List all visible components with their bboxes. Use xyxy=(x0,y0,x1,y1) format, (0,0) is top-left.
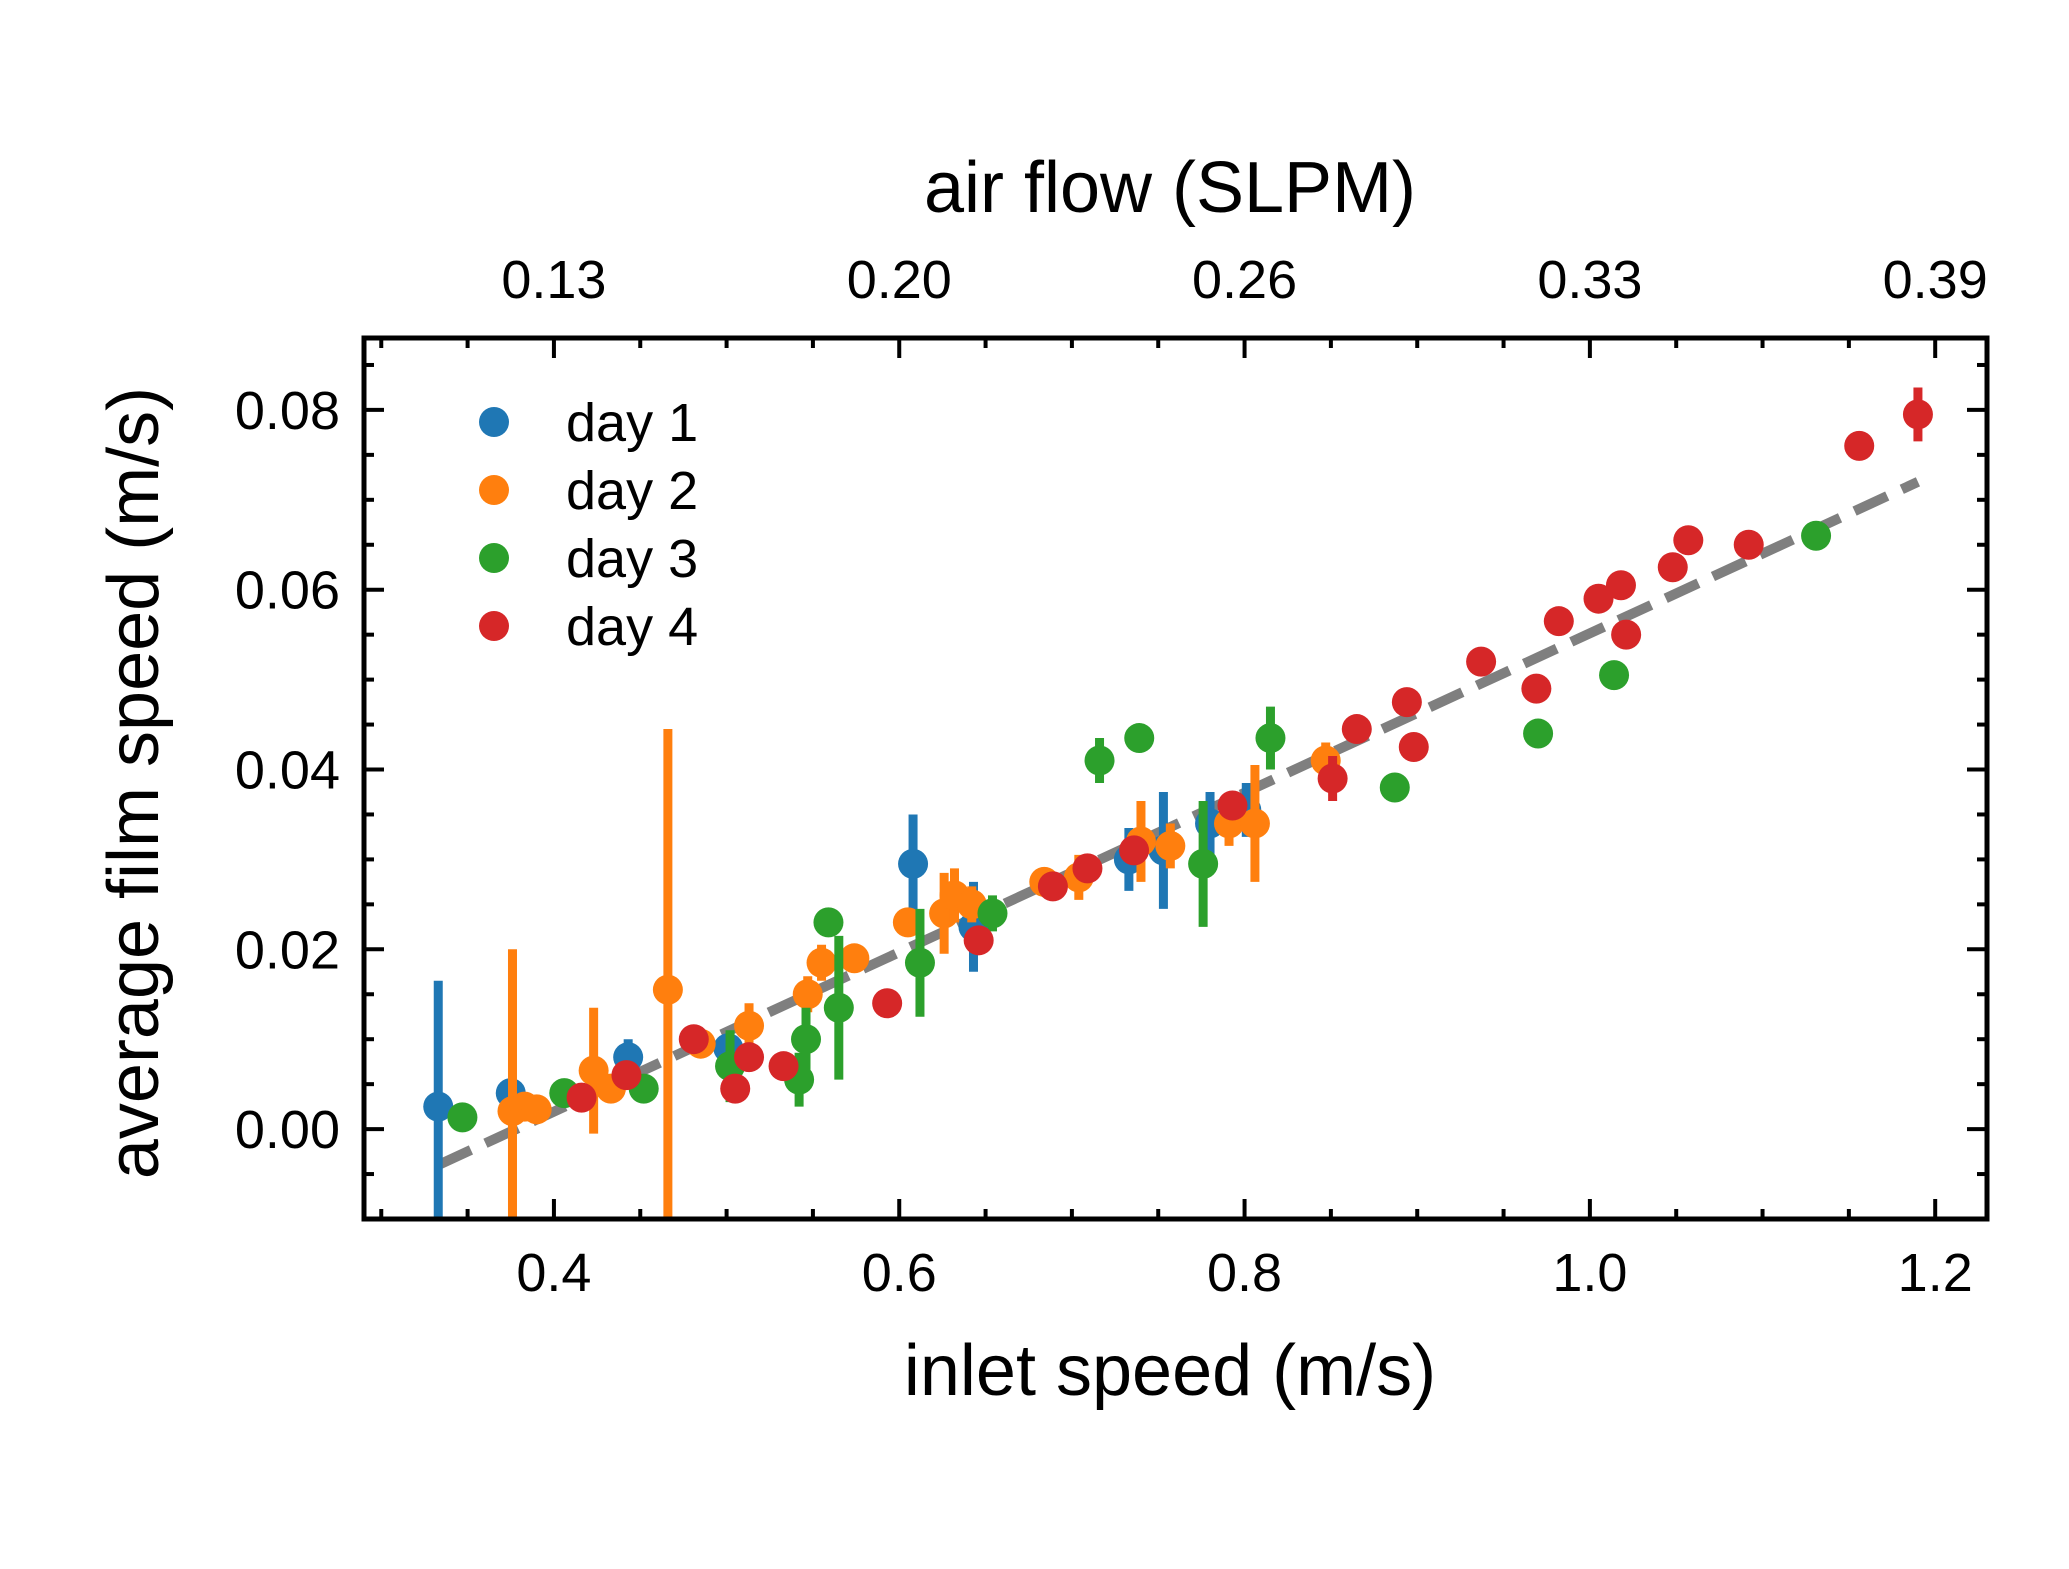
data-point xyxy=(734,1042,765,1073)
ticks-layer xyxy=(364,338,1987,1221)
legend-label: day 3 xyxy=(566,529,698,589)
data-point xyxy=(1733,529,1764,560)
data-point xyxy=(1084,745,1115,776)
data-point xyxy=(720,1073,751,1104)
x-tick-label: 1.2 xyxy=(1898,1243,1973,1303)
x2-tick-label: 0.26 xyxy=(1192,250,1297,310)
y-tick-label: 0.04 xyxy=(235,741,340,801)
data-point xyxy=(806,947,837,978)
data-point xyxy=(611,1060,642,1091)
data-point xyxy=(1341,714,1372,745)
legend-marker xyxy=(479,475,509,505)
data-point xyxy=(977,898,1008,929)
data-point xyxy=(1037,871,1068,902)
data-point xyxy=(892,907,923,938)
data-point xyxy=(1391,687,1422,718)
data-point xyxy=(521,1094,552,1125)
data-point xyxy=(566,1082,597,1113)
y-tick-label: 0.08 xyxy=(235,381,340,441)
y-tick-label: 0.02 xyxy=(235,920,340,980)
data-point xyxy=(652,974,683,1005)
legend: day 1 day 2 day 3 day 4 xyxy=(479,393,698,657)
legend-marker xyxy=(479,611,509,641)
y-tick-label: 0.00 xyxy=(235,1100,340,1160)
data-point xyxy=(1217,790,1248,821)
data-point xyxy=(1521,673,1552,704)
x2-tick-label: 0.33 xyxy=(1537,250,1642,310)
x2-tick-label: 0.39 xyxy=(1883,250,1988,310)
plot-area xyxy=(361,335,1990,1222)
x2-tick-label: 0.13 xyxy=(501,250,606,310)
data-point xyxy=(1844,430,1875,461)
data-point xyxy=(678,1024,709,1055)
series-4 xyxy=(566,387,1933,1113)
data-point xyxy=(791,1024,822,1055)
data-point xyxy=(1124,723,1155,754)
data-point xyxy=(898,848,929,879)
data-point xyxy=(1523,718,1554,749)
data-point xyxy=(734,1010,765,1041)
legend-marker xyxy=(479,543,509,573)
legend-label: day 2 xyxy=(566,461,698,521)
data-point xyxy=(1379,772,1410,803)
x-tick-label: 0.4 xyxy=(516,1243,591,1303)
data-point xyxy=(1605,570,1636,601)
data-point xyxy=(1155,830,1186,861)
data-point xyxy=(1801,520,1832,551)
legend-label: day 4 xyxy=(566,597,698,657)
data-point xyxy=(1543,606,1574,637)
data-point xyxy=(1657,552,1688,583)
y-tick-label: 0.06 xyxy=(235,561,340,621)
legend-marker xyxy=(479,407,509,437)
data-layer xyxy=(423,387,1933,1219)
tick-labels-layer: 0.4 0.6 0.8 1.0 1.2 0.13 0.20 0.26 0.33 0.39 0.00 0… xyxy=(235,250,1988,1303)
data-point xyxy=(1583,583,1614,614)
data-point xyxy=(1188,848,1219,879)
data-point xyxy=(1466,646,1497,677)
data-point xyxy=(1902,399,1933,430)
legend-label: day 1 xyxy=(566,393,698,453)
data-point xyxy=(768,1051,799,1082)
data-point xyxy=(823,992,854,1023)
x-axis-label: inlet speed (m/s) xyxy=(904,1331,1436,1411)
data-point xyxy=(1119,835,1150,866)
data-point xyxy=(423,1091,454,1122)
x-tick-label: 0.6 xyxy=(862,1243,937,1303)
data-point xyxy=(447,1102,478,1133)
axes-frame xyxy=(361,335,1990,1222)
x-tick-label: 1.0 xyxy=(1552,1243,1627,1303)
data-point xyxy=(872,988,903,1019)
data-point xyxy=(1255,723,1286,754)
data-point xyxy=(839,943,870,974)
data-point xyxy=(813,907,844,938)
y-axis-label: average film speed (m/s) xyxy=(94,387,174,1179)
data-point xyxy=(904,947,935,978)
x2-axis-label: air flow (SLPM) xyxy=(924,148,1416,228)
data-point xyxy=(963,925,994,956)
data-point xyxy=(1239,808,1270,839)
x2-tick-label: 0.20 xyxy=(847,250,952,310)
series-3 xyxy=(447,520,1832,1133)
x-tick-label: 0.8 xyxy=(1207,1243,1282,1303)
data-point xyxy=(1611,619,1642,650)
data-point xyxy=(1673,525,1704,556)
data-point xyxy=(1072,853,1103,884)
data-point xyxy=(1317,763,1348,794)
data-point xyxy=(1398,732,1429,763)
data-point xyxy=(1599,660,1630,691)
data-point xyxy=(792,979,823,1010)
